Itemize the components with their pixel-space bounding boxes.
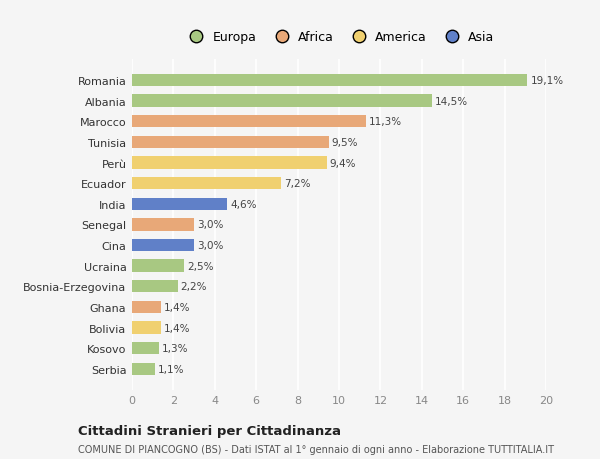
Text: 1,4%: 1,4% xyxy=(164,323,191,333)
Text: 3,0%: 3,0% xyxy=(197,241,224,251)
Bar xyxy=(132,178,281,190)
Bar xyxy=(132,342,159,354)
Text: 2,2%: 2,2% xyxy=(181,282,207,291)
Bar xyxy=(132,136,329,149)
Bar xyxy=(132,363,155,375)
Bar xyxy=(132,157,326,169)
Text: COMUNE DI PIANCOGNO (BS) - Dati ISTAT al 1° gennaio di ogni anno - Elaborazione : COMUNE DI PIANCOGNO (BS) - Dati ISTAT al… xyxy=(78,444,554,454)
Text: 9,5%: 9,5% xyxy=(332,138,358,148)
Bar xyxy=(132,198,227,211)
Legend: Europa, Africa, America, Asia: Europa, Africa, America, Asia xyxy=(179,26,499,49)
Text: 4,6%: 4,6% xyxy=(230,199,257,209)
Text: 2,5%: 2,5% xyxy=(187,261,214,271)
Text: 9,4%: 9,4% xyxy=(329,158,356,168)
Text: 1,4%: 1,4% xyxy=(164,302,191,312)
Bar xyxy=(132,116,366,128)
Bar xyxy=(132,239,194,252)
Text: 19,1%: 19,1% xyxy=(530,76,563,86)
Text: 3,0%: 3,0% xyxy=(197,220,224,230)
Text: Cittadini Stranieri per Cittadinanza: Cittadini Stranieri per Cittadinanza xyxy=(78,425,341,437)
Bar xyxy=(132,322,161,334)
Bar xyxy=(132,75,527,87)
Text: 11,3%: 11,3% xyxy=(369,117,402,127)
Bar xyxy=(132,260,184,272)
Text: 1,3%: 1,3% xyxy=(162,343,188,353)
Bar xyxy=(132,301,161,313)
Text: 1,1%: 1,1% xyxy=(158,364,184,374)
Text: 7,2%: 7,2% xyxy=(284,179,311,189)
Text: 14,5%: 14,5% xyxy=(435,96,469,106)
Bar xyxy=(132,280,178,293)
Bar xyxy=(132,219,194,231)
Bar xyxy=(132,95,432,107)
